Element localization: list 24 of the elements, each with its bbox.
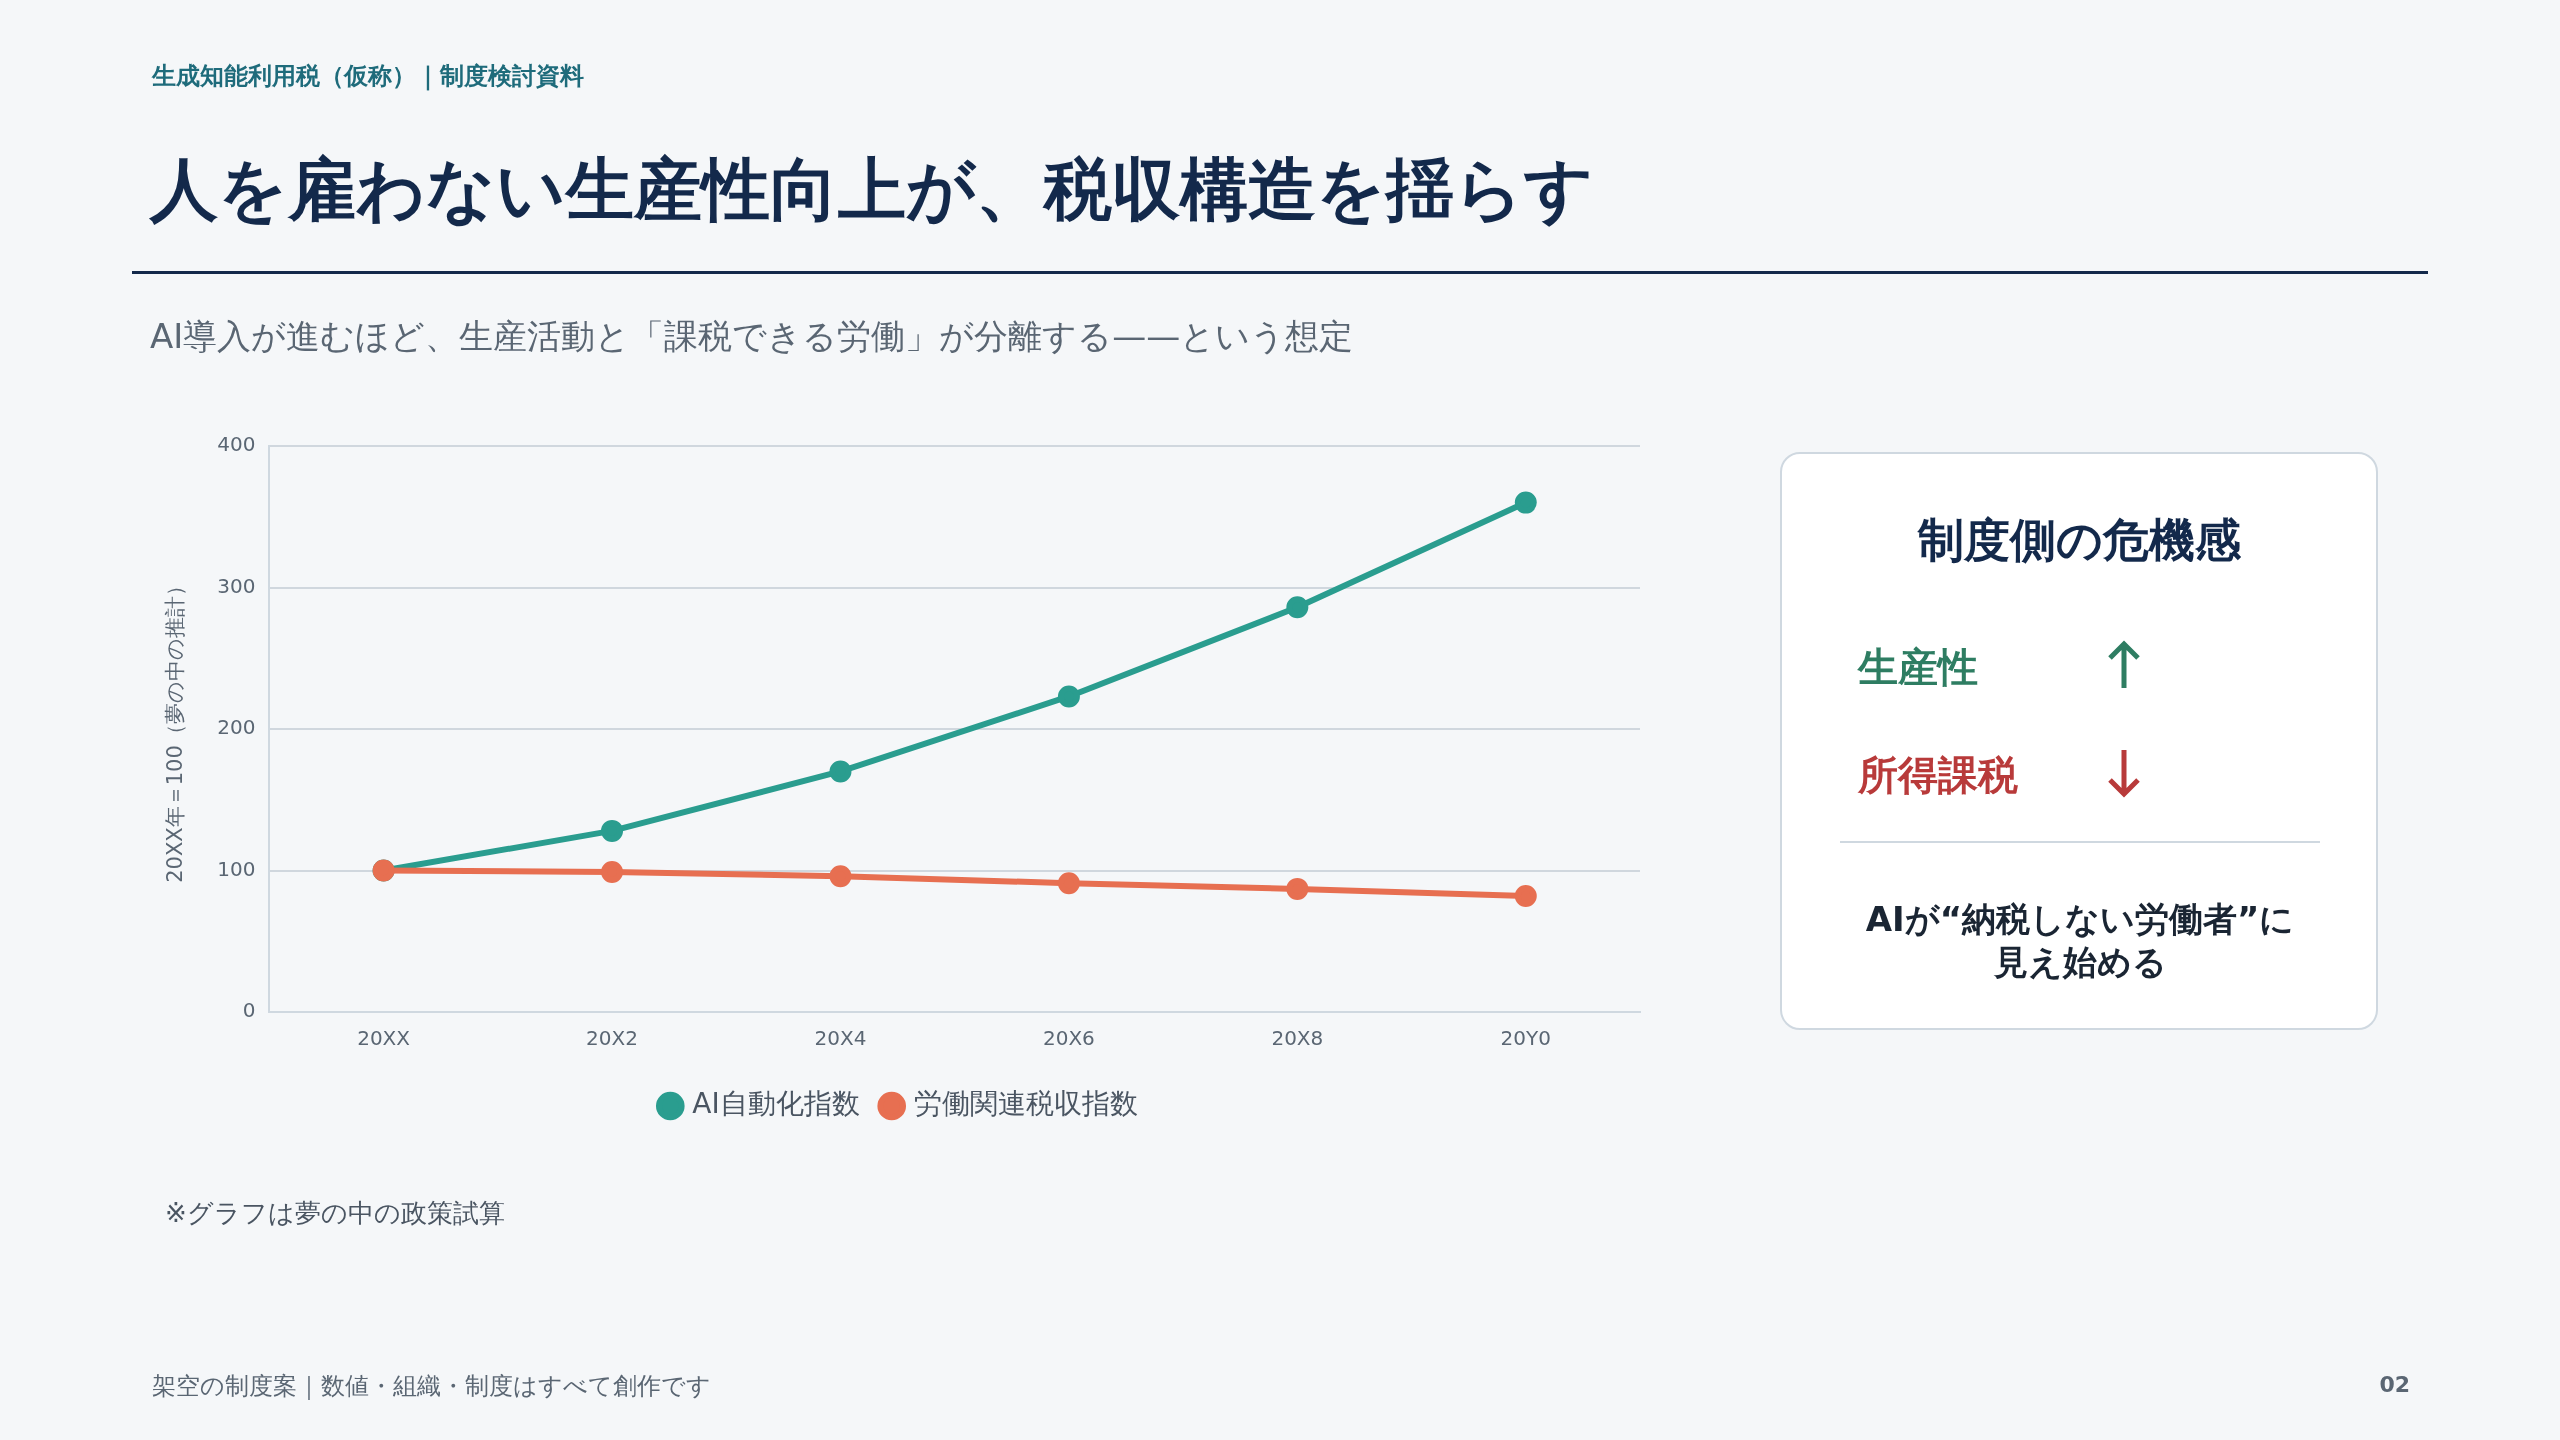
- y-tick-label: 0: [242, 998, 256, 1023]
- x-tick-label: 20XX: [357, 1026, 411, 1051]
- chart-subtitle: AI導入が進むほど、生産活動と「課税できる労働」が分離する——という想定: [150, 315, 1354, 358]
- text: AIが“納税しない労働者”に見え始める: [1864, 898, 2296, 983]
- x-tick-label: 20X4: [814, 1026, 867, 1051]
- y-tick-label: 100: [217, 856, 256, 881]
- x-tick-label: 20X2: [586, 1026, 638, 1051]
- y-axis-title: 20XX年＝100（夢の中の推計）: [163, 575, 188, 883]
- x-tick-label: 20Y0: [1500, 1026, 1551, 1051]
- chart-title: 人を雇わない生産性向上が、税収構造を揺らす: [150, 149, 1594, 231]
- text: 所得課税: [1858, 751, 2018, 800]
- y-tick-label: 200: [217, 715, 256, 740]
- text: ※グラフは夢の中の政策試算: [165, 1197, 505, 1230]
- legend-label: 労働関連税収指数: [913, 1087, 1138, 1121]
- x-tick-label: 20X8: [1271, 1026, 1324, 1051]
- legend-label: AI自動化指数: [692, 1087, 860, 1121]
- y-tick-label: 400: [217, 432, 256, 457]
- text: 制度側の危機感: [1916, 512, 2242, 569]
- text: 生産性: [1858, 643, 1978, 692]
- x-tick-label: 20X6: [1042, 1026, 1095, 1051]
- text: 02: [2379, 1372, 2410, 1397]
- y-tick-label: 300: [217, 573, 256, 598]
- text: 架空の制度案｜数値・組織・制度はすべて創作です: [152, 1371, 711, 1402]
- text: 生成知能利用税（仮称）｜制度検討資料: [152, 61, 584, 92]
